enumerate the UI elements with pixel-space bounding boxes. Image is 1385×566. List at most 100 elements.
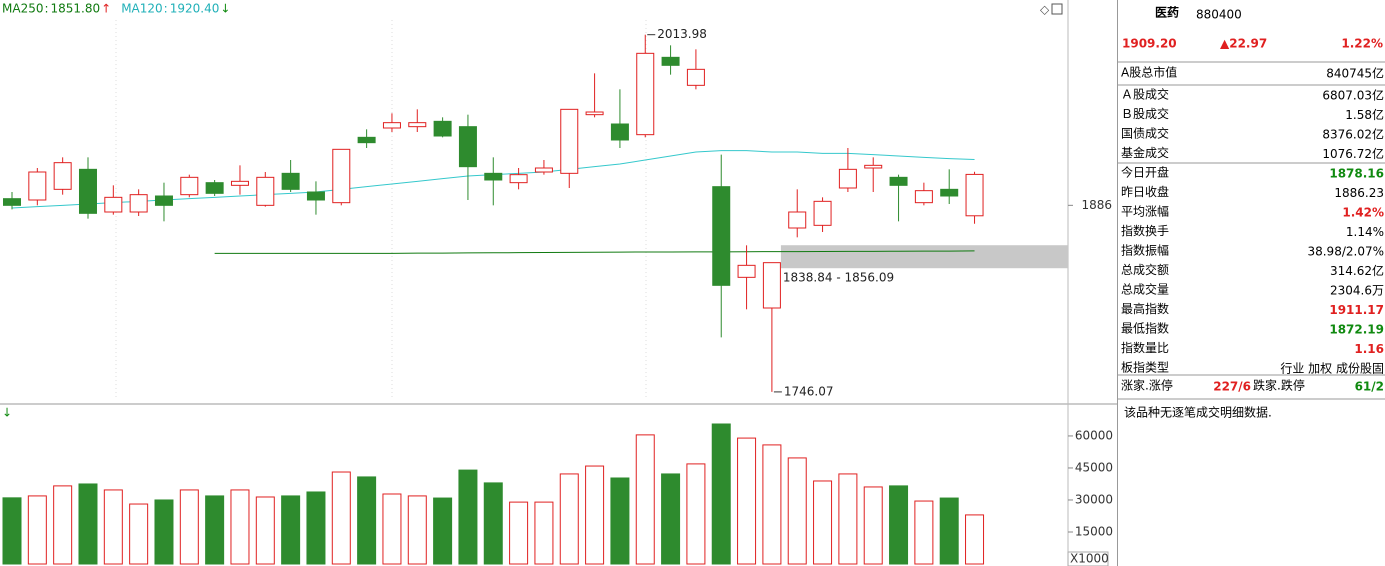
- volume-bar: [78, 483, 98, 565]
- volume-bar: [585, 465, 605, 565]
- candle-body: [104, 196, 123, 213]
- volume-bar: [357, 476, 377, 565]
- candle-body: [357, 136, 376, 144]
- y-tick-label: 15000: [1075, 524, 1113, 538]
- row-value: 2304.6万: [1330, 284, 1384, 298]
- volume-bar: [635, 434, 655, 565]
- volume-bar: [255, 496, 275, 565]
- candle-body: [661, 56, 680, 66]
- indicator-value: 1920.40: [170, 2, 220, 16]
- candle-body: [534, 167, 553, 173]
- quote-code: 880400: [1196, 8, 1242, 22]
- candle-body: [53, 162, 72, 190]
- volume-bar: [103, 489, 123, 565]
- volume-bar: [863, 486, 883, 565]
- candle-body: [864, 164, 883, 169]
- volume-bar: [939, 497, 959, 565]
- candle-body: [28, 171, 47, 201]
- volume-layer: [2, 423, 985, 565]
- row-label: 总成交量: [1121, 282, 1169, 297]
- volume-bar: [838, 473, 858, 565]
- volume-bar: [2, 497, 22, 565]
- candle-body: [256, 176, 275, 206]
- annotation-label: 2013.98: [657, 27, 707, 41]
- toggle-icon[interactable]: ◇: [1040, 3, 1050, 17]
- volume-bar: [686, 463, 706, 565]
- breadth-label: 涨家.涨停: [1121, 378, 1173, 393]
- row-label: 基金成交: [1121, 145, 1169, 160]
- candle-body: [712, 186, 731, 286]
- row-value: 840745亿: [1326, 66, 1384, 81]
- row-label: 今日开盘: [1121, 165, 1169, 180]
- volume-bar: [433, 497, 453, 565]
- volume-bar: [458, 469, 478, 565]
- row-label: 平均涨幅: [1121, 204, 1169, 219]
- candle-body: [737, 264, 756, 278]
- volume-bar: [179, 489, 199, 565]
- candle-body: [762, 262, 781, 309]
- row-label: A股总市值: [1121, 65, 1177, 80]
- row-value: 1.58亿: [1345, 107, 1384, 122]
- volume-bar: [559, 473, 579, 565]
- candle-body: [154, 195, 173, 206]
- volume-bar: [762, 444, 782, 565]
- candle-body: [78, 168, 97, 214]
- row-value: 6807.03亿: [1322, 88, 1384, 103]
- candle-body: [332, 148, 351, 204]
- indicator-colon: :: [164, 2, 168, 16]
- y-tick-label: 60000: [1075, 428, 1113, 442]
- volume-bar: [483, 482, 503, 565]
- annotation-label: 1746.07: [784, 384, 834, 398]
- y-tick-label: 45000: [1075, 460, 1113, 474]
- row-label: Ａ股成交: [1121, 87, 1169, 102]
- row-label: Ｂ股成交: [1121, 106, 1169, 121]
- breadth-value: 61/2: [1355, 380, 1384, 394]
- indicator-name: MA120: [121, 2, 162, 16]
- quote-panel: 医药 880400 1909.20 ▲22.97 1.22% A股总市值 8407…: [1118, 5, 1385, 420]
- y-tick-label: 30000: [1075, 492, 1113, 506]
- quote-price: 1909.20: [1122, 37, 1177, 51]
- ma-line: [214, 250, 975, 254]
- candle-body: [306, 191, 325, 201]
- window-icon[interactable]: [1051, 3, 1063, 15]
- candle-body: [180, 176, 199, 196]
- quote-name: 医药: [1155, 5, 1179, 20]
- row-value: 38.98/2.07%: [1307, 245, 1384, 259]
- row-value: 1872.19: [1329, 323, 1384, 337]
- row-label: 国债成交: [1121, 126, 1169, 141]
- candle-body: [129, 194, 148, 213]
- volume-bar: [382, 493, 402, 565]
- volume-bar: [407, 495, 427, 565]
- candle-body: [610, 123, 629, 141]
- candle-layer: 2013.98 1746.07: [3, 27, 984, 398]
- volume-bar: [230, 489, 250, 565]
- candle-body: [838, 168, 857, 189]
- no-data-note: 该品种无逐笔成交明细数据.: [1124, 405, 1272, 420]
- volume-bar: [889, 485, 909, 565]
- volume-bar: [27, 495, 47, 565]
- candle-body: [686, 68, 705, 86]
- candle-body: [484, 172, 503, 181]
- arrow-icon: ↓: [2, 406, 12, 420]
- row-label: 昨日收盘: [1121, 184, 1169, 199]
- candle-body: [788, 211, 807, 229]
- row-label: 指数换手: [1121, 223, 1169, 238]
- row-label: 指数振幅: [1121, 243, 1169, 258]
- volume-bar: [711, 423, 731, 565]
- candle-body: [585, 111, 604, 116]
- y-tick-label: 1886: [1081, 198, 1112, 212]
- unit-label: X1000: [1070, 552, 1109, 566]
- volume-bar: [53, 485, 73, 565]
- candle-body: [458, 126, 477, 168]
- volume-bar: [154, 499, 174, 565]
- candle-body: [813, 200, 832, 226]
- volume-bar: [914, 500, 934, 565]
- quote-change: ▲22.97: [1220, 37, 1267, 51]
- volume-bar: [281, 495, 301, 565]
- volume-bar: [813, 480, 833, 565]
- row-label: 最低指数: [1121, 321, 1169, 336]
- row-value: 行业 加权 成份股固: [1280, 362, 1384, 376]
- candle-body: [281, 172, 300, 190]
- candle-body: [433, 120, 452, 137]
